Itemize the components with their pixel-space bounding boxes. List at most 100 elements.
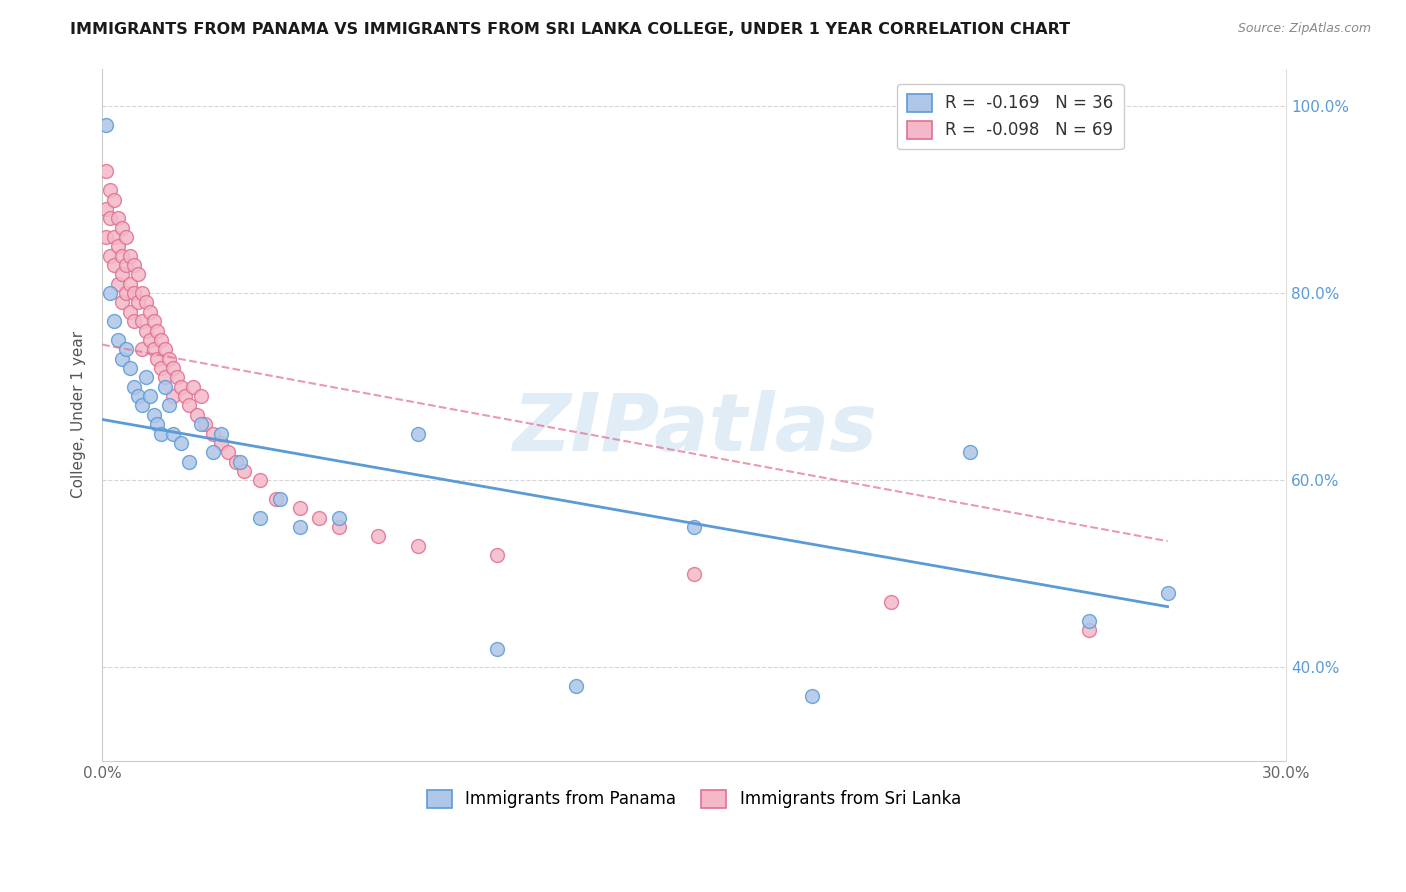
Point bbox=[155, 343, 177, 357]
Point bbox=[249, 473, 271, 487]
Point bbox=[959, 445, 981, 459]
Point bbox=[162, 389, 184, 403]
Point bbox=[98, 183, 121, 197]
Point bbox=[103, 230, 125, 244]
Point bbox=[118, 249, 141, 263]
Point bbox=[135, 295, 157, 310]
Point bbox=[264, 491, 287, 506]
Point bbox=[122, 314, 145, 328]
Point bbox=[1077, 614, 1099, 628]
Point bbox=[111, 295, 134, 310]
Point bbox=[138, 389, 160, 403]
Point bbox=[194, 417, 217, 432]
Point bbox=[683, 566, 706, 581]
Point bbox=[142, 343, 165, 357]
Point bbox=[131, 314, 153, 328]
Point bbox=[135, 324, 157, 338]
Point bbox=[135, 370, 157, 384]
Point bbox=[801, 689, 824, 703]
Point bbox=[177, 454, 200, 468]
Point bbox=[288, 501, 311, 516]
Point bbox=[115, 230, 138, 244]
Point bbox=[146, 417, 169, 432]
Point bbox=[170, 435, 193, 450]
Point bbox=[111, 268, 134, 282]
Point bbox=[96, 118, 118, 132]
Legend: Immigrants from Panama, Immigrants from Sri Lanka: Immigrants from Panama, Immigrants from … bbox=[420, 783, 967, 815]
Point bbox=[190, 417, 212, 432]
Point bbox=[122, 380, 145, 394]
Point bbox=[328, 510, 350, 524]
Point bbox=[229, 454, 252, 468]
Point bbox=[406, 539, 429, 553]
Point bbox=[146, 324, 169, 338]
Point bbox=[111, 220, 134, 235]
Point bbox=[249, 510, 271, 524]
Y-axis label: College, Under 1 year: College, Under 1 year bbox=[72, 331, 86, 499]
Point bbox=[157, 351, 180, 366]
Point bbox=[127, 389, 149, 403]
Point bbox=[269, 491, 291, 506]
Point bbox=[127, 295, 149, 310]
Point bbox=[177, 399, 200, 413]
Point bbox=[127, 268, 149, 282]
Point bbox=[328, 520, 350, 534]
Point bbox=[118, 361, 141, 376]
Point bbox=[111, 351, 134, 366]
Point bbox=[118, 277, 141, 291]
Point bbox=[209, 435, 232, 450]
Point bbox=[103, 258, 125, 272]
Point bbox=[142, 314, 165, 328]
Point bbox=[367, 529, 389, 543]
Text: ZIPatlas: ZIPatlas bbox=[512, 390, 876, 467]
Point bbox=[122, 258, 145, 272]
Point bbox=[103, 193, 125, 207]
Point bbox=[225, 454, 247, 468]
Point bbox=[150, 361, 173, 376]
Point bbox=[485, 548, 508, 562]
Point bbox=[155, 370, 177, 384]
Text: IMMIGRANTS FROM PANAMA VS IMMIGRANTS FROM SRI LANKA COLLEGE, UNDER 1 YEAR CORREL: IMMIGRANTS FROM PANAMA VS IMMIGRANTS FRO… bbox=[70, 22, 1070, 37]
Point bbox=[157, 399, 180, 413]
Point bbox=[115, 258, 138, 272]
Point bbox=[98, 286, 121, 301]
Point bbox=[406, 426, 429, 441]
Point bbox=[131, 399, 153, 413]
Point bbox=[142, 408, 165, 422]
Point bbox=[111, 249, 134, 263]
Point bbox=[308, 510, 330, 524]
Point bbox=[107, 239, 129, 253]
Point bbox=[186, 408, 208, 422]
Point bbox=[131, 286, 153, 301]
Point bbox=[138, 333, 160, 347]
Point bbox=[150, 426, 173, 441]
Point bbox=[181, 380, 204, 394]
Point bbox=[170, 380, 193, 394]
Point bbox=[201, 426, 224, 441]
Point bbox=[131, 343, 153, 357]
Point bbox=[107, 211, 129, 226]
Point bbox=[1156, 585, 1178, 599]
Point bbox=[233, 464, 256, 478]
Point bbox=[103, 314, 125, 328]
Point bbox=[138, 305, 160, 319]
Point bbox=[122, 286, 145, 301]
Point bbox=[201, 445, 224, 459]
Point bbox=[174, 389, 197, 403]
Point bbox=[485, 641, 508, 656]
Point bbox=[1077, 623, 1099, 637]
Point bbox=[96, 202, 118, 216]
Point bbox=[96, 164, 118, 178]
Point bbox=[166, 370, 188, 384]
Point bbox=[155, 380, 177, 394]
Point bbox=[564, 679, 586, 693]
Point bbox=[190, 389, 212, 403]
Point bbox=[880, 595, 903, 609]
Point bbox=[162, 426, 184, 441]
Point bbox=[218, 445, 240, 459]
Point bbox=[150, 333, 173, 347]
Text: Source: ZipAtlas.com: Source: ZipAtlas.com bbox=[1237, 22, 1371, 36]
Point bbox=[98, 211, 121, 226]
Point bbox=[288, 520, 311, 534]
Point bbox=[96, 230, 118, 244]
